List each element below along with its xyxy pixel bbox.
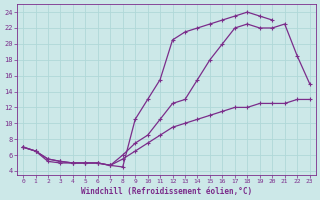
X-axis label: Windchill (Refroidissement éolien,°C): Windchill (Refroidissement éolien,°C) bbox=[81, 187, 252, 196]
